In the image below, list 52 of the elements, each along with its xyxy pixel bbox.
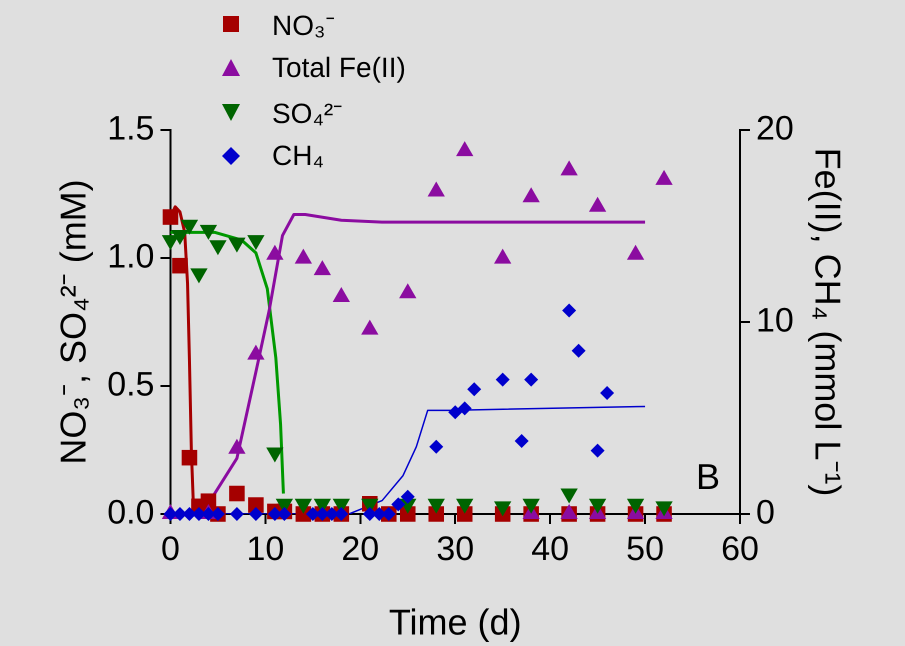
point bbox=[522, 187, 540, 202]
legend-label: NO₃⁻ bbox=[272, 9, 334, 43]
x-tick-label: 40 bbox=[531, 530, 570, 568]
point bbox=[391, 497, 406, 512]
point bbox=[467, 382, 482, 396]
point bbox=[248, 507, 263, 521]
point bbox=[524, 372, 538, 387]
point bbox=[600, 386, 614, 400]
legend-label: CH₄ bbox=[272, 140, 324, 172]
y-tick-label: 1.5 bbox=[107, 109, 154, 148]
point bbox=[590, 444, 605, 458]
point bbox=[247, 344, 265, 360]
point bbox=[588, 196, 606, 212]
point bbox=[230, 507, 244, 521]
y2-axis-title: Fe(II), CH₄ (mmol L⁻¹) bbox=[807, 148, 848, 496]
point bbox=[314, 260, 331, 276]
y-tick-label: 1.0 bbox=[107, 237, 154, 276]
point bbox=[429, 440, 444, 454]
y-axis-title: NO₃⁻, SO₄²⁻ (mM) bbox=[52, 179, 94, 465]
point bbox=[626, 244, 644, 260]
point bbox=[361, 320, 378, 335]
x-tick-label: 50 bbox=[626, 530, 664, 568]
point bbox=[572, 344, 586, 358]
x-tick-label: 30 bbox=[436, 530, 474, 568]
point bbox=[332, 287, 350, 302]
annotation: B bbox=[696, 456, 720, 497]
y2-tick-label: 0 bbox=[756, 493, 775, 532]
y2-tick-label: 20 bbox=[756, 109, 794, 148]
point bbox=[400, 490, 415, 504]
point bbox=[458, 401, 472, 416]
y-tick-label: 0.5 bbox=[107, 365, 154, 404]
point bbox=[514, 434, 529, 448]
x-tick-label: 60 bbox=[721, 530, 759, 568]
point bbox=[448, 405, 462, 420]
x-tick-label: 10 bbox=[246, 530, 284, 568]
y-tick-label: 0.0 bbox=[107, 493, 154, 532]
point bbox=[560, 160, 578, 176]
point bbox=[456, 141, 474, 156]
legend-label: Total Fe(II) bbox=[272, 52, 406, 84]
y2-tick-label: 10 bbox=[756, 301, 794, 340]
point bbox=[496, 372, 510, 387]
point bbox=[266, 244, 284, 260]
point bbox=[494, 248, 512, 264]
x-axis-title: Time (d) bbox=[388, 601, 522, 642]
point bbox=[562, 303, 576, 318]
point bbox=[428, 181, 445, 196]
point bbox=[655, 170, 673, 185]
legend-label: SO₄²⁻ bbox=[272, 97, 342, 131]
x-tick-label: 20 bbox=[341, 530, 380, 568]
x-tick-label: 0 bbox=[161, 530, 180, 568]
point bbox=[399, 283, 416, 298]
point bbox=[294, 248, 312, 264]
